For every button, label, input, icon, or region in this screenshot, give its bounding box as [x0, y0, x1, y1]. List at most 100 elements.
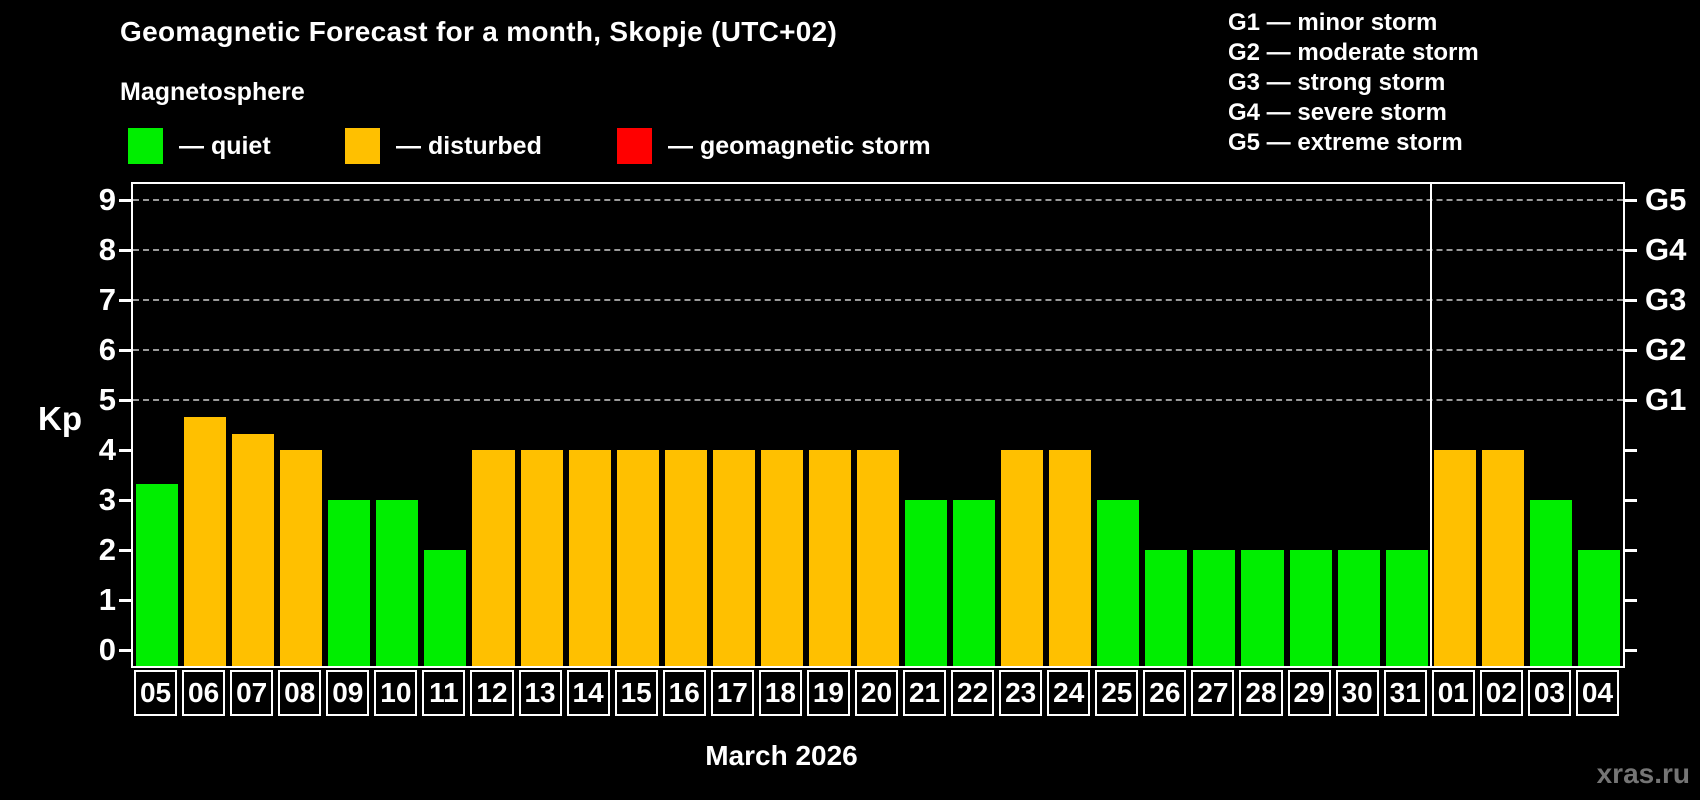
kp-bar-day-07 — [232, 433, 275, 666]
kp-tick-label-3: 3 — [98, 482, 116, 517]
g-legend-line-g1: G1 — minor storm — [1228, 9, 1438, 36]
kp-tick-label-6: 6 — [98, 332, 116, 367]
kp-bar-day-09 — [328, 500, 371, 666]
kp-bar-day-21 — [905, 500, 948, 666]
g-legend-line-g2: G2 — moderate storm — [1228, 39, 1479, 66]
day-label-24: 24 — [1047, 670, 1091, 716]
kp-bar-day-25 — [1097, 500, 1140, 666]
page-title: Geomagnetic Forecast for a month, Skopje… — [120, 16, 838, 47]
legend-label-quiet: — quiet — [179, 131, 271, 160]
left-tick-kp2 — [119, 549, 131, 552]
gridline-kp9 — [133, 199, 1623, 201]
kp-bar-day-03 — [1529, 500, 1572, 666]
day-label-19: 19 — [806, 670, 850, 716]
legend-item-storm: — geomagnetic storm — [617, 128, 931, 164]
day-label-09: 09 — [326, 670, 370, 716]
day-label-02: 02 — [1479, 670, 1523, 716]
day-label-05: 05 — [134, 670, 178, 716]
g-tick-label-g4: G4 — [1645, 232, 1687, 267]
kp-bar-day-30 — [1337, 550, 1380, 666]
day-label-20: 20 — [854, 670, 899, 716]
gridline-kp7 — [133, 299, 1623, 301]
day-label-16: 16 — [662, 670, 706, 716]
kp-bar-day-27 — [1193, 550, 1236, 666]
right-tick-kp1 — [1623, 599, 1637, 602]
left-tick-kp9 — [119, 199, 131, 202]
kp-tick-label-8: 8 — [98, 232, 116, 267]
kp-tick-label-4: 4 — [98, 432, 116, 467]
day-label-11: 11 — [422, 670, 466, 716]
right-tick-kp0 — [1623, 649, 1637, 652]
kp-bar-day-23 — [1001, 450, 1044, 666]
kp-tick-label-2: 2 — [98, 532, 116, 567]
kp-bar-day-18 — [760, 450, 803, 666]
disturbed-swatch-icon — [345, 128, 380, 164]
legend-item-quiet: — quiet — [128, 128, 271, 164]
kp-bar-day-01 — [1433, 450, 1476, 666]
left-tick-kp7 — [119, 299, 131, 302]
legend-label-storm: — geomagnetic storm — [668, 131, 931, 160]
kp-tick-label-1: 1 — [98, 582, 116, 617]
kp-bar-day-26 — [1145, 550, 1188, 666]
day-label-27: 27 — [1191, 670, 1235, 716]
left-tick-kp3 — [119, 499, 131, 502]
day-label-06: 06 — [182, 670, 226, 716]
kp-bar-day-24 — [1049, 450, 1092, 666]
month-label: March 2026 — [705, 740, 858, 771]
kp-bar-day-29 — [1289, 550, 1332, 666]
day-label-15: 15 — [614, 670, 658, 716]
day-label-10: 10 — [374, 670, 418, 716]
day-label-23: 23 — [999, 670, 1043, 716]
right-tick-kp7 — [1623, 299, 1637, 302]
kp-tick-label-5: 5 — [98, 382, 116, 417]
right-tick-kp9 — [1623, 199, 1637, 202]
kp-bar-day-08 — [280, 450, 323, 666]
day-label-03: 03 — [1527, 670, 1571, 716]
kp-bar-day-05 — [136, 483, 179, 666]
day-label-07: 07 — [230, 670, 274, 716]
day-label-28: 28 — [1239, 670, 1283, 716]
month-separator-line — [1429, 184, 1432, 666]
g-legend-line-g5: G5 — extreme storm — [1228, 129, 1463, 156]
g-scale-legend: G1 — minor storm G2 — moderate storm G3 … — [1228, 8, 1479, 158]
kp-bar-day-17 — [712, 450, 755, 666]
plot-area — [131, 182, 1625, 668]
kp-bar-day-22 — [953, 500, 996, 666]
gridline-kp6 — [133, 349, 1623, 351]
day-label-21: 21 — [903, 670, 947, 716]
kp-axis-label: Kp — [38, 400, 82, 437]
day-label-14: 14 — [566, 670, 610, 716]
g-tick-label-g5: G5 — [1645, 182, 1687, 217]
kp-bar-day-28 — [1241, 550, 1284, 666]
day-label-18: 18 — [758, 670, 802, 716]
g-tick-label-g2: G2 — [1645, 332, 1687, 367]
kp-bar-day-10 — [376, 500, 419, 666]
magnetosphere-label: Magnetosphere — [120, 78, 305, 106]
kp-tick-label-9: 9 — [98, 182, 116, 217]
left-tick-kp8 — [119, 249, 131, 252]
kp-bar-day-06 — [184, 416, 227, 666]
gridline-kp5 — [133, 399, 1623, 401]
day-label-25: 25 — [1095, 670, 1139, 716]
kp-bar-day-15 — [616, 450, 659, 666]
day-label-12: 12 — [470, 670, 514, 716]
g-tick-label-g1: G1 — [1645, 382, 1687, 417]
kp-bar-day-20 — [856, 450, 900, 666]
day-label-13: 13 — [518, 670, 562, 716]
legend-item-disturbed: — disturbed — [345, 128, 542, 164]
kp-tick-label-7: 7 — [98, 282, 116, 317]
legend-label-disturbed: — disturbed — [396, 131, 542, 160]
day-label-31: 31 — [1383, 670, 1427, 716]
kp-tick-label-0: 0 — [98, 632, 116, 667]
right-tick-kp4 — [1623, 449, 1637, 452]
day-label-22: 22 — [951, 670, 995, 716]
kp-bar-day-14 — [568, 450, 611, 666]
day-label-04: 04 — [1575, 670, 1619, 716]
left-tick-kp0 — [119, 649, 131, 652]
kp-bar-day-13 — [520, 450, 563, 666]
g-legend-line-g4: G4 — severe storm — [1228, 99, 1447, 126]
quiet-swatch-icon — [128, 128, 163, 164]
kp-bar-day-04 — [1577, 550, 1620, 666]
g-tick-label-g3: G3 — [1645, 282, 1687, 317]
